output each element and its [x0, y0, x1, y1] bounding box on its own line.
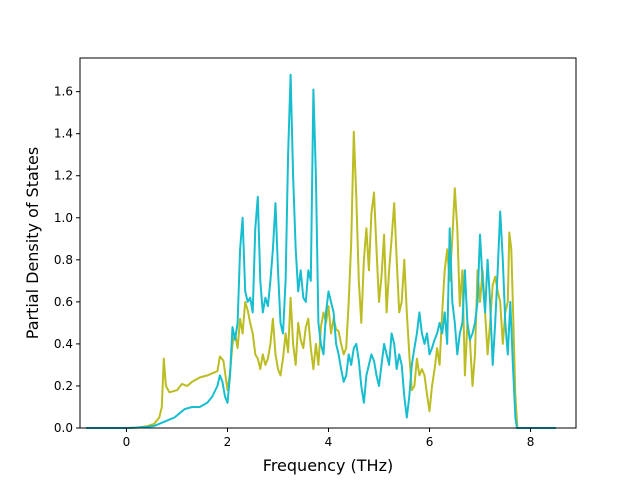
- plot-frame: [79, 57, 577, 429]
- y-tick-label: 1.4: [54, 127, 73, 141]
- y-tick-label: 1.6: [54, 85, 73, 99]
- y-tick-label: 0.6: [54, 295, 73, 309]
- y-tick-label: 1.2: [54, 169, 73, 183]
- x-tick-label: 8: [527, 435, 535, 449]
- y-tick-label: 1.0: [54, 211, 73, 225]
- y-tick-label: 0.8: [54, 253, 73, 267]
- y-tick-label: 0.4: [54, 337, 73, 351]
- y-tick-label: 0.0: [54, 421, 73, 435]
- y-tick-label: 0.2: [54, 379, 73, 393]
- axis-ticks: 0 2 4 6 8 0.0 0.2 0.4 0.6 0.8 1.0 1.2 1.4 1.6: [54, 85, 534, 449]
- series-line-2: [86, 73, 556, 429]
- y-axis-label: Partial Density of States: [23, 147, 42, 339]
- x-tick-label: 6: [426, 435, 434, 449]
- x-tick-label: 2: [224, 435, 232, 449]
- x-tick-label: 0: [123, 435, 131, 449]
- series-lines: [86, 73, 556, 429]
- x-axis-label: Frequency (THz): [263, 456, 393, 475]
- x-tick-label: 4: [325, 435, 333, 449]
- series-line-1: [86, 130, 556, 429]
